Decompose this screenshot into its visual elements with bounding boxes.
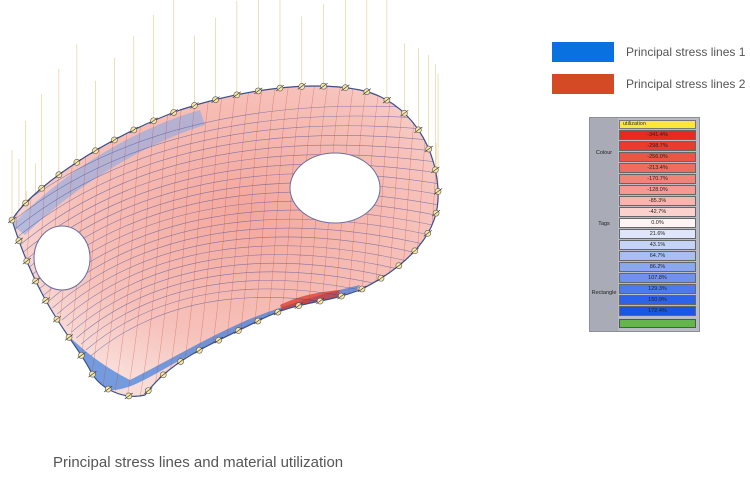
node-axis	[319, 82, 328, 90]
node-axis	[31, 277, 40, 285]
node-axis	[41, 297, 50, 304]
node-axis	[149, 117, 158, 125]
node-axis	[88, 370, 97, 378]
node-axis	[362, 88, 372, 95]
stress-line-1	[61, 245, 439, 321]
node-axis	[273, 308, 283, 316]
node-axis	[315, 297, 325, 305]
utilization-cell: 86.2%	[619, 262, 696, 272]
node-axis	[297, 83, 306, 90]
side-label-colour: Colour	[595, 150, 613, 156]
node-axis	[234, 327, 243, 334]
utilization-cell: -341.4%	[619, 130, 696, 140]
node-axis	[431, 209, 441, 217]
side-label-rectangle: Rectangle	[591, 290, 617, 296]
utilization-legend-panel: Colour Tags Rectangle utilization -341.4…	[589, 117, 700, 332]
node-axis	[77, 352, 86, 359]
legend-label: Principal stress lines 2	[626, 77, 746, 91]
node-axis	[91, 147, 100, 154]
node-axis	[424, 145, 433, 153]
utilization-cell: 172.4%	[619, 306, 696, 316]
node-axis	[190, 102, 199, 109]
stress-line-1	[52, 227, 439, 309]
utilization-cell: -256.0%	[619, 152, 696, 162]
node-axis	[253, 317, 263, 325]
node-axis	[159, 371, 168, 379]
node-axis	[431, 166, 440, 174]
stress-line-1	[12, 144, 439, 255]
node-axis	[400, 109, 409, 117]
utilization-cell: 0.0%	[619, 218, 696, 228]
legend-label: Principal stress lines 1	[626, 45, 746, 59]
figure-caption: Principal stress lines and material util…	[53, 454, 344, 471]
stress-line-1	[66, 254, 439, 327]
node-axis	[54, 171, 64, 178]
node-axis	[423, 230, 433, 237]
node-axis	[176, 358, 185, 365]
node-axis	[410, 247, 420, 255]
side-label-tags: Tags	[598, 221, 610, 227]
node-axis	[254, 87, 263, 95]
node-axis	[72, 159, 82, 166]
blue-stress-band-top	[12, 110, 205, 235]
node-axis	[22, 257, 31, 265]
node-axis	[382, 96, 392, 104]
stress-line-1	[57, 236, 439, 315]
opening-left	[33, 225, 91, 291]
node-axis	[104, 385, 113, 393]
utilization-cell: -85.3%	[619, 196, 696, 206]
utilization-header: utilization	[619, 120, 696, 129]
utilization-cell: 150.9%	[619, 295, 696, 305]
utilization-cell: 107.8%	[619, 273, 696, 283]
node-axis	[376, 275, 386, 282]
node-axis	[110, 136, 119, 144]
stress-line-1	[71, 262, 439, 333]
node-axis	[294, 302, 303, 309]
stress-line-1	[12, 125, 439, 243]
node-axis	[394, 262, 404, 269]
node-axis	[211, 96, 220, 103]
node-axis	[341, 84, 350, 91]
node-axis	[357, 285, 367, 293]
opening-right	[289, 152, 381, 224]
node-axis	[275, 84, 285, 92]
utilization-footer-swatch	[619, 319, 696, 328]
node-axis	[195, 347, 204, 354]
node-axis	[129, 126, 138, 134]
node-axis	[64, 334, 74, 341]
node-axis	[433, 188, 443, 195]
utilization-cell: 43.1%	[619, 240, 696, 250]
utilization-cell: -170.7%	[619, 174, 696, 184]
boundary-nodes	[7, 82, 443, 400]
node-axis	[232, 91, 241, 99]
utilization-cell: -42.7%	[619, 207, 696, 217]
legend-item-stress-lines-1: Principal stress lines 1	[552, 42, 745, 62]
utilization-cell: -213.4%	[619, 163, 696, 173]
utilization-cell: 64.7%	[619, 251, 696, 261]
node-axis	[414, 126, 423, 134]
utilization-cell: -298.7%	[619, 141, 696, 151]
legend-item-stress-lines-2: Principal stress lines 2	[552, 74, 745, 94]
node-axis	[169, 109, 178, 116]
node-axis	[144, 387, 153, 394]
stress-line-1	[12, 115, 439, 237]
node-axis	[21, 199, 30, 207]
node-axis	[7, 216, 17, 224]
node-axis	[14, 237, 24, 244]
node-axis	[124, 392, 133, 400]
panel-sidebar: Colour Tags Rectangle	[590, 118, 618, 331]
node-axis	[214, 336, 223, 344]
legend-swatch-red	[552, 74, 614, 94]
stress-line-1	[12, 135, 439, 249]
utilization-cell: 21.6%	[619, 229, 696, 239]
node-axis	[52, 315, 62, 323]
stress-line-shell-diagram	[7, 0, 443, 400]
utilization-cell: 129.3%	[619, 284, 696, 294]
node-axis	[337, 292, 346, 300]
legend-swatch-blue	[552, 42, 614, 62]
node-axis	[37, 184, 46, 192]
utilization-cell: -128.0%	[619, 185, 696, 195]
